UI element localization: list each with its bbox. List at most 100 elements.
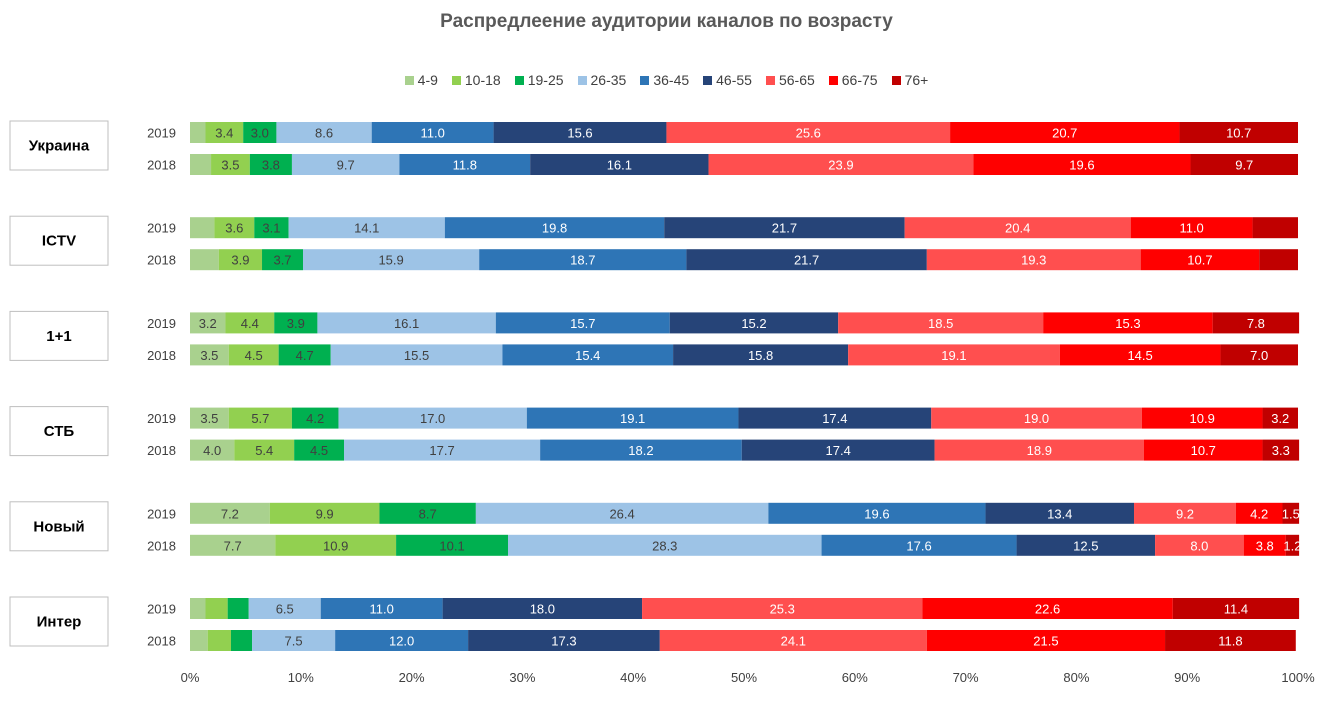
legend-label: 10-18 — [464, 72, 501, 88]
bar-segment — [275, 534, 397, 556]
year-label: 2018 — [147, 443, 176, 458]
legend-swatch — [828, 75, 838, 85]
data-label: 1.2 — [1283, 538, 1301, 553]
bar-segment — [371, 122, 494, 143]
legend-label: 66-75 — [841, 72, 878, 88]
legend-item: 19-25 — [514, 72, 564, 88]
bar-segment — [1141, 407, 1263, 429]
legend-swatch — [703, 75, 713, 85]
data-label: 15.9 — [378, 253, 403, 268]
data-label: 6.5 — [276, 602, 294, 617]
legend-item: 36-45 — [640, 72, 689, 88]
bar-segment — [228, 344, 279, 366]
data-label: 4.2 — [306, 411, 324, 426]
bar-segment — [530, 154, 709, 175]
bar-segment — [225, 312, 275, 334]
bar-segment — [344, 439, 541, 461]
bar-segment — [1016, 534, 1156, 556]
bar-segment — [262, 249, 304, 271]
data-label: 17.4 — [822, 411, 847, 426]
bar-segment — [207, 630, 231, 651]
legend-swatch — [765, 75, 775, 85]
data-label: 23.9 — [828, 158, 853, 173]
data-label: 15.2 — [741, 316, 766, 331]
bar-segment — [673, 344, 849, 366]
data-label: 17.4 — [826, 443, 851, 458]
bar-segment — [540, 439, 742, 461]
year-label: 2019 — [147, 602, 176, 617]
bar-segment — [1282, 502, 1300, 524]
group-label: ICTV — [42, 233, 76, 250]
data-label: 9.7 — [1235, 158, 1253, 173]
bar-segment — [214, 217, 255, 239]
bar-segment — [768, 502, 986, 524]
data-label: 16.1 — [607, 158, 632, 173]
bar-segment — [205, 598, 228, 619]
bar-segment — [317, 312, 496, 334]
bar-segment — [227, 598, 249, 619]
bar-segment — [252, 630, 336, 651]
data-label: 3.7 — [273, 253, 291, 268]
bar-segment — [1285, 534, 1300, 556]
legend-item: 56-65 — [765, 72, 815, 88]
year-label: 2018 — [147, 158, 176, 173]
bar-segment — [973, 154, 1191, 175]
data-label: 3.3 — [1272, 443, 1290, 458]
data-label: 8.7 — [419, 506, 437, 521]
bar-segment — [444, 217, 665, 239]
bar-segment — [1212, 312, 1300, 334]
data-label: 18.2 — [628, 443, 653, 458]
bar-segment — [399, 154, 531, 175]
data-label: 15.7 — [570, 316, 595, 331]
data-label: 3.4 — [215, 126, 233, 141]
data-label: 21.7 — [772, 221, 797, 236]
group-label-box — [9, 310, 109, 361]
data-label: 19.8 — [542, 221, 567, 236]
bar-segment — [1165, 630, 1296, 651]
legend-item: 46-55 — [703, 72, 752, 88]
bar-segment — [190, 407, 229, 429]
data-label: 10.9 — [1190, 411, 1215, 426]
legend-label: 46-55 — [716, 72, 752, 88]
data-label: 25.3 — [770, 602, 795, 617]
data-label: 11.8 — [453, 158, 477, 173]
bar-segment — [666, 122, 951, 143]
group-label-box — [9, 596, 109, 647]
data-label: 14.1 — [354, 221, 379, 236]
data-label: 10.7 — [1191, 443, 1216, 458]
legend-label: 76+ — [904, 72, 929, 88]
data-label: 10.7 — [1187, 253, 1212, 268]
data-label: 10.1 — [439, 538, 464, 553]
x-tick-label: 20% — [399, 670, 425, 685]
data-label: 18.5 — [928, 316, 953, 331]
bar-segment — [243, 122, 277, 143]
bar-segment — [848, 344, 1060, 366]
legend-swatch — [451, 75, 461, 85]
bar-segment — [320, 598, 443, 619]
data-label: 24.1 — [781, 634, 806, 649]
bar-segment — [379, 502, 476, 524]
bar-segment — [190, 217, 215, 239]
year-label: 2019 — [147, 221, 176, 236]
year-label: 2019 — [147, 506, 176, 521]
data-label: 9.7 — [337, 158, 355, 173]
data-label: 15.8 — [748, 348, 773, 363]
data-label: 22.6 — [1035, 602, 1060, 617]
bar-segment — [502, 344, 674, 366]
data-label: 21.7 — [794, 253, 819, 268]
data-label: 3.6 — [225, 221, 243, 236]
bar-segment — [190, 439, 235, 461]
bar-segment — [1243, 534, 1286, 556]
data-label: 7.8 — [1247, 316, 1265, 331]
data-label: 18.7 — [570, 253, 595, 268]
legend-swatch — [577, 75, 587, 85]
legend-label: 56-65 — [778, 72, 815, 88]
bar-segment — [205, 122, 244, 143]
bar-segment — [1235, 502, 1283, 524]
data-label: 14.5 — [1127, 348, 1152, 363]
bar-segment — [228, 407, 292, 429]
bar-segment — [442, 598, 643, 619]
data-label: 11.8 — [1218, 634, 1242, 649]
data-label: 1.5 — [1282, 506, 1300, 521]
